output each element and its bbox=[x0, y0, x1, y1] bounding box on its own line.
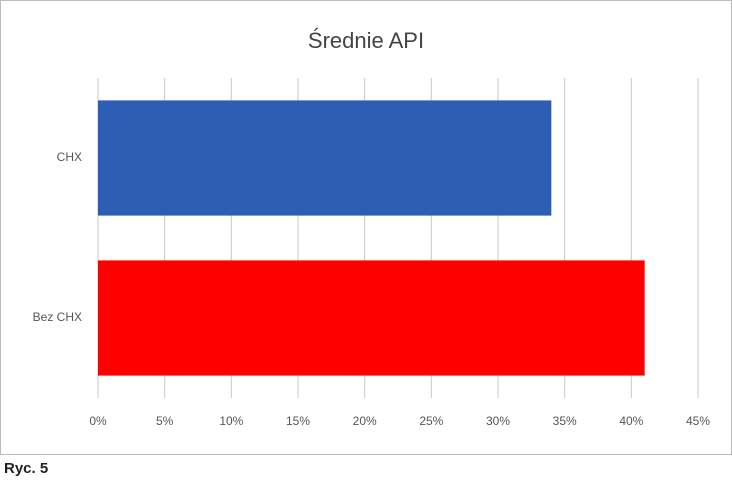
x-tick-label: 10% bbox=[219, 414, 243, 428]
bar bbox=[98, 100, 552, 216]
chart-frame bbox=[0, 0, 732, 455]
x-tick-label: 5% bbox=[156, 414, 174, 428]
x-tick-label: 0% bbox=[89, 414, 107, 428]
x-tick-label: 45% bbox=[686, 414, 710, 428]
x-tick-label: 15% bbox=[286, 414, 310, 428]
bar bbox=[98, 260, 645, 376]
x-tick-label: 30% bbox=[486, 414, 510, 428]
x-tick-label: 25% bbox=[419, 414, 443, 428]
x-tick-label: 40% bbox=[619, 414, 643, 428]
x-tick-label: 20% bbox=[353, 414, 377, 428]
chart-title: Średnie API bbox=[308, 28, 424, 53]
caption: Ryc. 5 bbox=[4, 460, 48, 477]
y-tick-label: CHX bbox=[57, 150, 82, 164]
x-tick-label: 35% bbox=[553, 414, 577, 428]
y-tick-label: Bez CHX bbox=[33, 310, 82, 324]
